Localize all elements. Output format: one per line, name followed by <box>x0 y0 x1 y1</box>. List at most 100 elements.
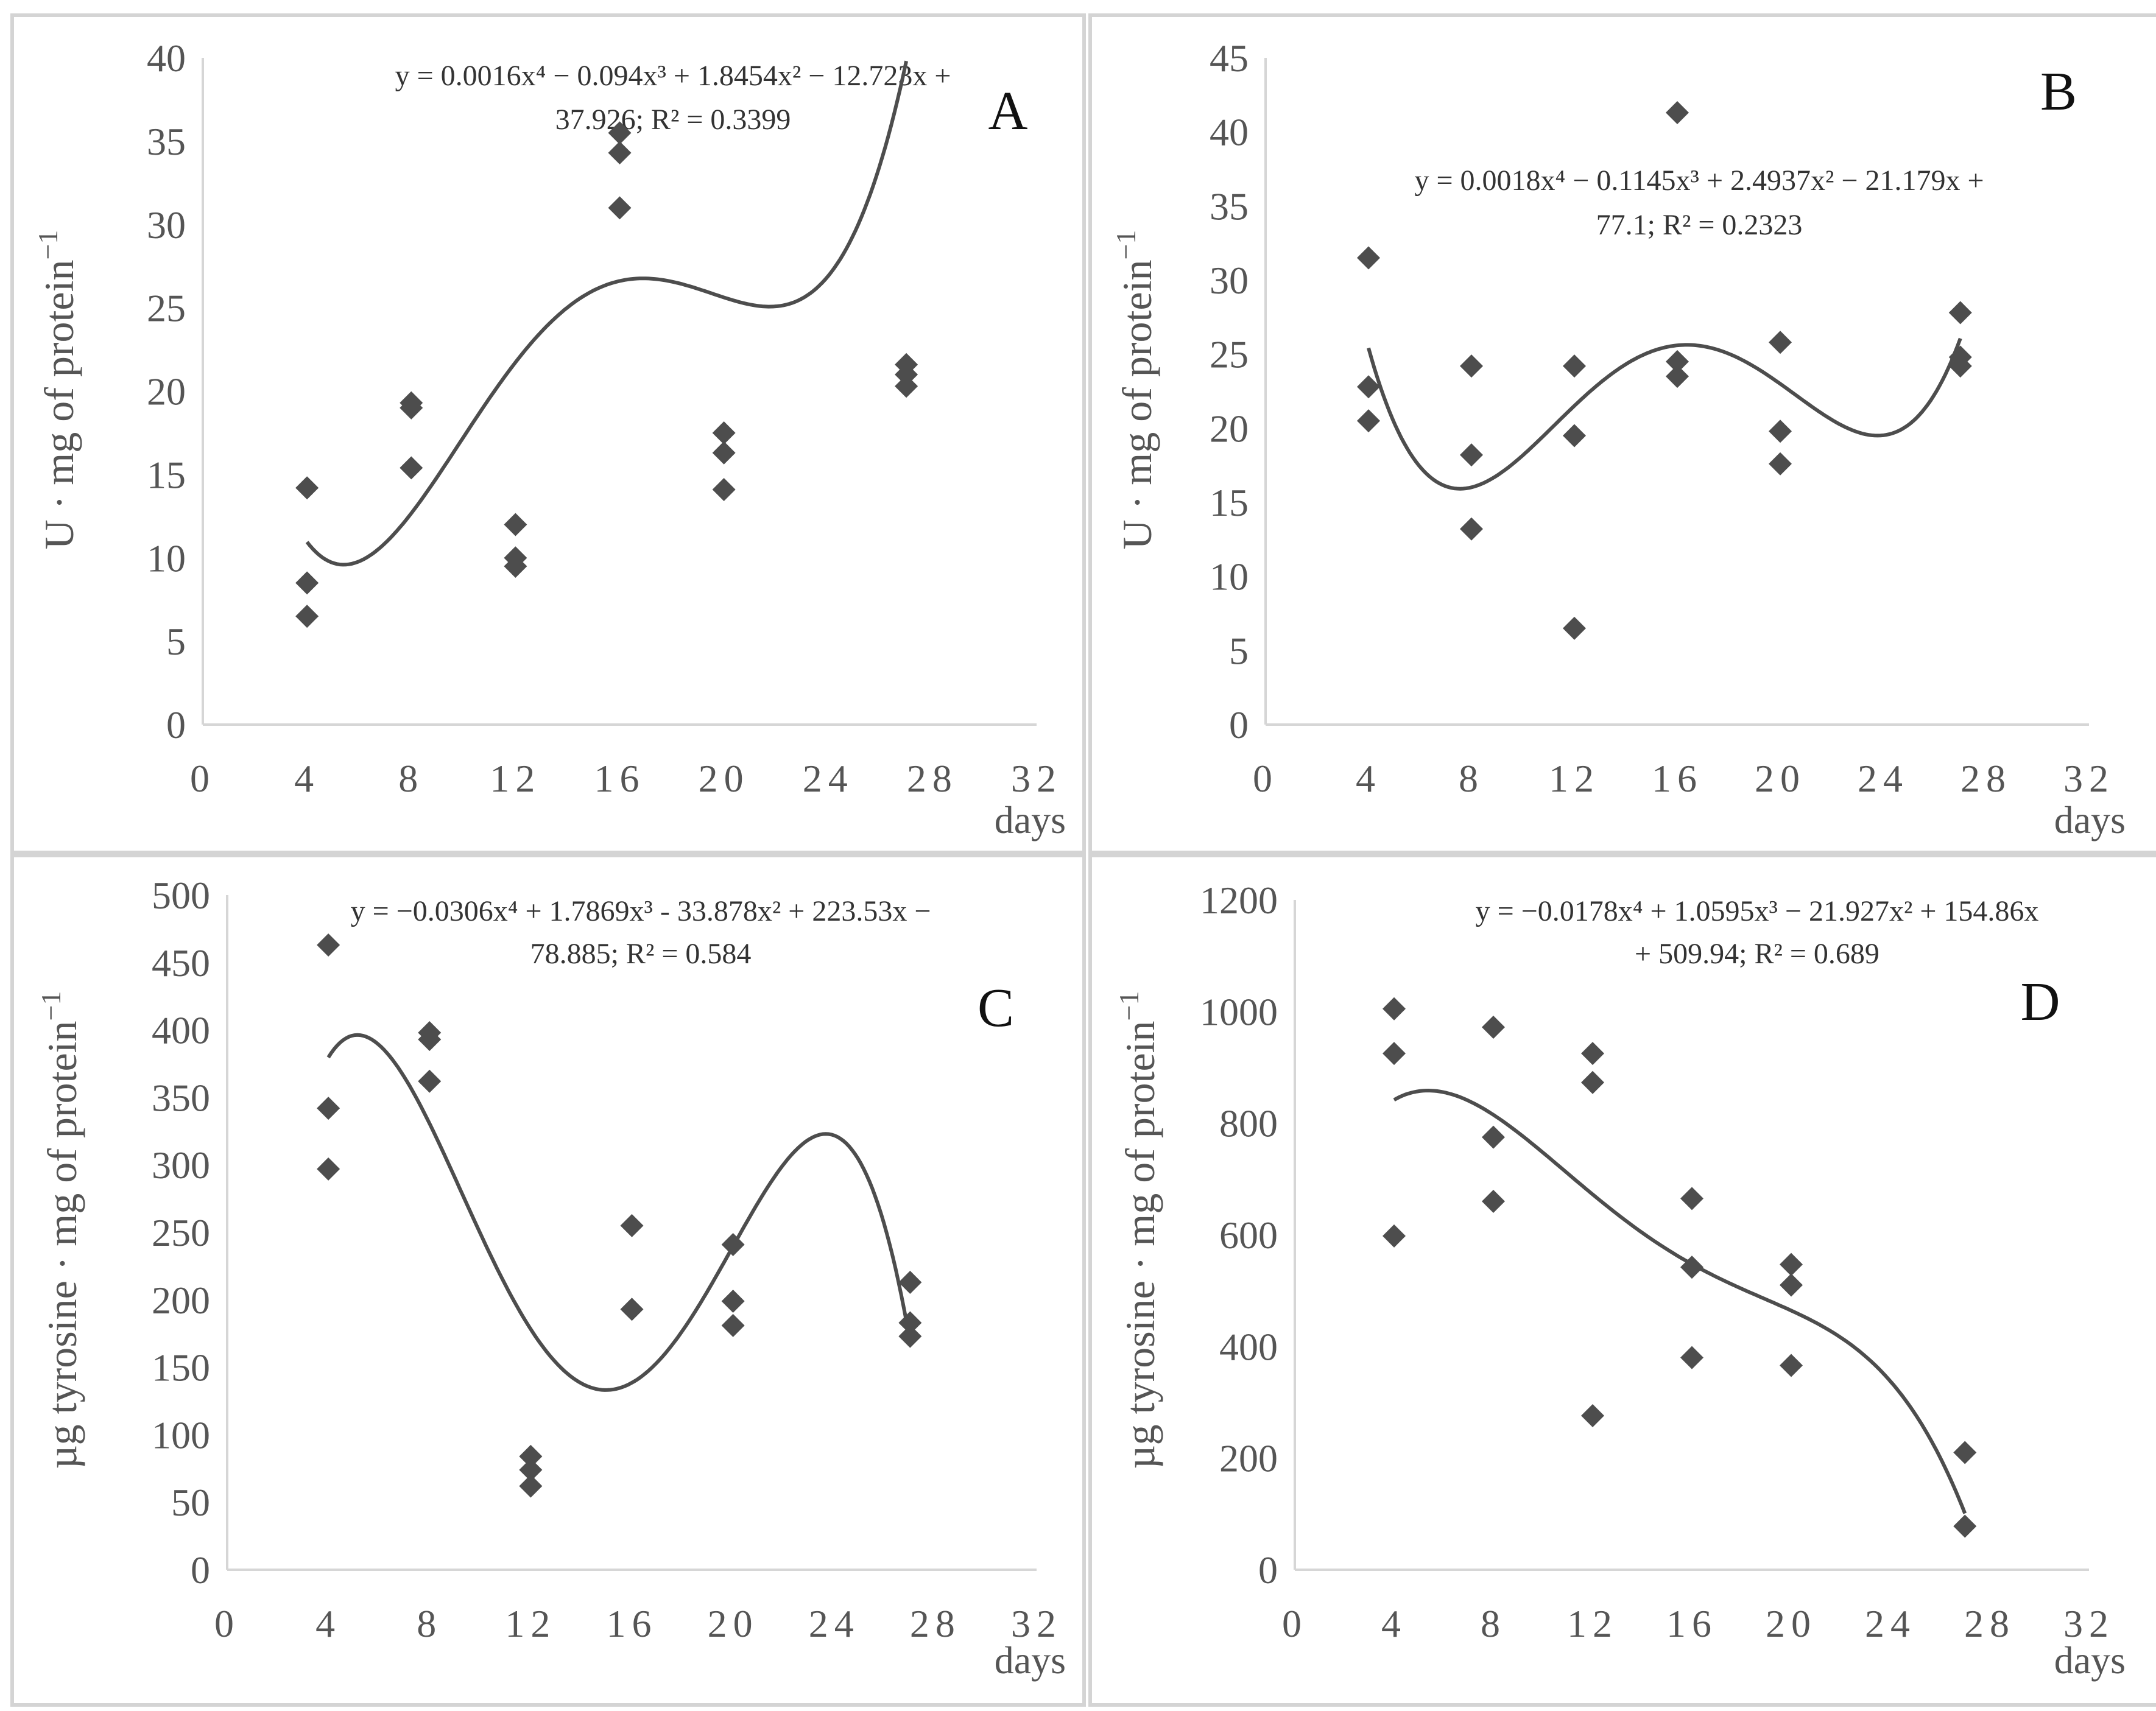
panel-letter: D <box>2021 972 2060 1032</box>
data-point <box>1563 354 1586 378</box>
y-tick-label: 400 <box>152 1009 210 1052</box>
data-point <box>712 478 736 502</box>
data-point <box>519 1474 543 1498</box>
equation-line-2: 78.885; R² = 0.584 <box>530 938 752 970</box>
x-tick-label: 16 <box>594 757 646 800</box>
y-tick-label: 30 <box>147 203 186 247</box>
y-tick-label: 0 <box>1258 1548 1278 1592</box>
x-tick-label: 0 <box>1253 757 1278 800</box>
data-point <box>1769 420 1792 443</box>
y-tick-label: 5 <box>166 620 186 663</box>
x-tick-label: 4 <box>1356 757 1381 800</box>
data-point <box>620 1214 644 1237</box>
y-axis-label-text: µg tyrosine · mg of protein <box>39 1021 85 1469</box>
x-tick-label: 24 <box>809 1602 860 1645</box>
data-point <box>1460 354 1483 378</box>
data-point <box>1769 452 1792 476</box>
data-point <box>898 1270 922 1294</box>
x-tick-label: 8 <box>417 1602 442 1645</box>
y-tick-label: 15 <box>147 453 186 496</box>
data-point <box>1383 1224 1406 1248</box>
x-tick-label: 12 <box>505 1602 556 1645</box>
equation-line-2: + 509.94; R² = 0.689 <box>1635 938 1879 970</box>
panel-letter: B <box>2040 61 2077 122</box>
y-axis-label: µg tyrosine · mg of protein−1 <box>35 991 85 1469</box>
x-tick-label: 8 <box>398 757 424 800</box>
x-tick-label: 4 <box>294 757 320 800</box>
y-tick-label: 500 <box>152 874 210 917</box>
y-tick-label: 10 <box>1210 555 1249 599</box>
y-tick-label: 200 <box>1219 1437 1278 1480</box>
trend-line <box>326 1033 912 1392</box>
data-point <box>1780 1354 1803 1377</box>
data-point <box>1666 350 1689 373</box>
y-axis-label-superscript: −1 <box>1110 230 1141 260</box>
data-point <box>895 374 918 398</box>
data-point <box>317 1157 340 1181</box>
data-point <box>1780 1273 1803 1297</box>
x-tick-label: 16 <box>1666 1602 1717 1645</box>
y-tick-label: 350 <box>152 1076 210 1119</box>
x-tick-label: 12 <box>490 757 541 800</box>
data-point <box>400 456 423 480</box>
equation-line-1: y = 0.0018x⁴ − 0.1145x³ + 2.4937x² − 21.… <box>1414 164 1984 197</box>
y-tick-label: 200 <box>152 1279 210 1322</box>
x-tick-label: 12 <box>1567 1602 1618 1645</box>
x-tick-label: 20 <box>1755 757 1806 800</box>
y-axis-label: U · mg of protein−1 <box>32 230 82 550</box>
data-point <box>1948 301 1972 325</box>
data-point <box>400 396 423 420</box>
x-tick-label: 28 <box>1964 1602 2015 1645</box>
x-tick-label: 32 <box>2063 757 2115 800</box>
x-tick-label: 16 <box>1652 757 1703 800</box>
y-tick-label: 35 <box>147 120 186 163</box>
y-tick-label: 45 <box>1210 37 1249 80</box>
data-point <box>504 554 527 578</box>
data-point <box>1357 409 1380 433</box>
y-tick-label: 25 <box>1210 333 1249 376</box>
x-tick-label: 8 <box>1481 1602 1506 1645</box>
data-point <box>608 196 632 220</box>
data-point <box>620 1298 644 1321</box>
x-tick-label: 32 <box>2063 1602 2115 1645</box>
x-tick-label: 0 <box>190 757 216 800</box>
y-axis-label: µg tyrosine · mg of protein−1 <box>1113 991 1163 1469</box>
x-axis-label: days <box>2054 1639 2126 1682</box>
data-point <box>608 141 632 165</box>
trend-line <box>1367 337 1962 491</box>
x-tick-label: 20 <box>699 757 750 800</box>
data-point <box>898 1311 922 1335</box>
data-point <box>721 1232 745 1256</box>
y-tick-label: 0 <box>1229 703 1249 747</box>
y-axis-label-text: U · mg of protein <box>36 260 82 550</box>
x-tick-label: 4 <box>315 1602 341 1645</box>
data-point <box>1460 443 1483 467</box>
y-tick-label: 150 <box>152 1346 210 1390</box>
panel-c: 0 50 100 150 200 250 300 350 400 450 500 0 4 8 12 16 20 2… <box>10 854 1086 1707</box>
y-tick-label: 30 <box>1210 259 1249 302</box>
x-tick-label: 16 <box>607 1602 658 1645</box>
data-point <box>317 1097 340 1120</box>
data-point <box>721 1290 745 1313</box>
x-axis-label: days <box>2054 798 2126 841</box>
y-tick-label: 1200 <box>1200 879 1278 922</box>
panel-d: 0 200 400 600 800 1000 1200 0 4 8 12 16 20 24 28 32days… <box>1088 854 2156 1707</box>
y-tick-label: 0 <box>191 1548 210 1592</box>
equation-line-2: 77.1; R² = 0.2323 <box>1596 209 1803 241</box>
data-point <box>1357 375 1380 399</box>
y-tick-label: 450 <box>152 941 210 985</box>
equation-line-1: y = −0.0178x⁴ + 1.0595x³ − 21.927x² + 15… <box>1476 895 2039 927</box>
y-axis-label-superscript: −1 <box>35 991 66 1021</box>
y-axis-label-text: µg tyrosine · mg of protein <box>1117 1021 1163 1469</box>
x-tick-label: 20 <box>1766 1602 1817 1645</box>
data-point <box>1666 365 1689 388</box>
y-tick-label: 40 <box>1210 111 1249 154</box>
data-point <box>1563 424 1586 448</box>
y-axis-label-text: U · mg of protein <box>1114 260 1160 550</box>
x-tick-label: 20 <box>708 1602 759 1645</box>
data-point <box>712 421 736 444</box>
y-tick-label: 1000 <box>1200 990 1278 1033</box>
x-axis-label: days <box>995 798 1066 841</box>
